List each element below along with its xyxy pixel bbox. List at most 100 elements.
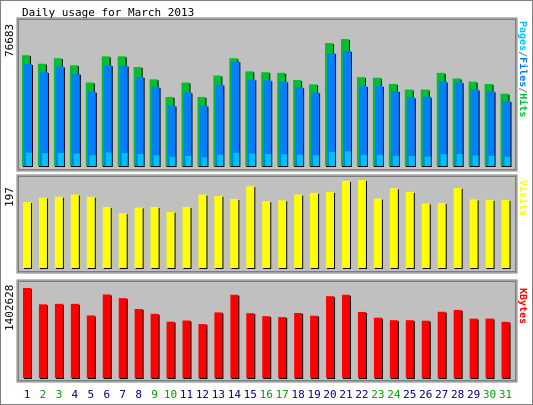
files-label: Files	[517, 57, 529, 87]
files-bar	[422, 96, 431, 166]
day-label: 28	[451, 388, 464, 401]
pages-label: Pages	[517, 21, 528, 51]
files-bar	[327, 53, 336, 167]
visits-bar	[150, 206, 159, 268]
kbytes-bar	[469, 318, 478, 378]
visits-bars	[23, 180, 511, 269]
pages-bar	[201, 157, 208, 166]
day-label: 11	[180, 388, 193, 401]
files-bar	[87, 91, 96, 166]
files-bar	[231, 61, 240, 166]
visits-bar	[214, 195, 223, 268]
pages-bar	[137, 154, 144, 166]
visits-bar	[437, 202, 446, 268]
pages-bar	[281, 154, 288, 166]
files-bar	[343, 50, 351, 167]
visits-bar	[70, 194, 79, 268]
kbytes-bar	[38, 304, 47, 378]
files-bar	[199, 105, 208, 166]
files-bar	[135, 76, 144, 166]
files-bar	[358, 86, 367, 166]
kbytes-bar	[310, 315, 319, 378]
chart-title: Daily usage for March 2013	[22, 6, 194, 19]
pages-bar	[345, 151, 351, 166]
visits-bar	[182, 206, 191, 268]
kbytes-bar	[118, 298, 127, 378]
visits-bar	[485, 199, 494, 268]
visits-bar	[294, 194, 303, 268]
pages-bar	[472, 155, 479, 166]
kbytes-bar	[214, 312, 223, 378]
files-bar	[374, 85, 383, 166]
files-bar	[55, 66, 64, 166]
files-bar	[438, 81, 447, 166]
files-bar	[247, 79, 256, 166]
files-bar	[486, 91, 495, 166]
day-label: 22	[355, 388, 368, 401]
pages-bar	[217, 154, 224, 166]
visits-bar	[310, 192, 319, 268]
pages-bar	[313, 155, 320, 166]
visits-bar	[134, 207, 143, 268]
visits-bar	[230, 199, 239, 268]
day-label: 5	[87, 388, 94, 401]
kbytes-bar	[166, 321, 175, 378]
pages-bar	[73, 153, 80, 166]
files-bar	[295, 87, 304, 166]
day-label: 1	[24, 388, 31, 401]
visits-bar	[421, 203, 430, 268]
kbytes-side-label: KBytes	[517, 288, 528, 324]
visits-bar	[23, 202, 31, 268]
pages-bar	[392, 155, 399, 166]
day-label: 15	[244, 388, 257, 401]
day-label: 25	[403, 388, 416, 401]
pages-bar	[105, 152, 112, 166]
kbytes-bar	[86, 315, 95, 378]
kbytes-bar	[198, 324, 207, 378]
visits-side-label: Visits	[517, 180, 529, 216]
visits-bar	[326, 191, 335, 268]
kbytes-bar	[294, 313, 303, 378]
day-label: 20	[323, 388, 336, 401]
files-bar	[406, 97, 415, 166]
pages-bar	[504, 156, 511, 166]
kbytes-bar	[501, 321, 510, 378]
kbytes-bar	[405, 320, 414, 378]
kbytes-bar	[182, 320, 191, 378]
day-label: 30	[483, 388, 496, 401]
label-separator: /	[517, 51, 528, 57]
pages-bar	[89, 155, 96, 166]
usage-bars	[22, 39, 512, 168]
files-bar	[263, 80, 272, 166]
visits-bar	[102, 206, 111, 268]
day-label: 4	[72, 388, 79, 401]
visits-bar	[501, 199, 510, 268]
files-bar	[311, 92, 320, 166]
files-bar	[119, 65, 128, 166]
files-bar	[103, 65, 112, 166]
pages-bar	[249, 153, 256, 166]
kbytes-bar	[54, 303, 63, 378]
pages-bar	[121, 152, 128, 166]
kbytes-bar	[246, 313, 255, 378]
day-label: 10	[164, 388, 177, 401]
visits-bar	[38, 197, 47, 268]
pages-bar	[440, 154, 447, 166]
files-bar	[215, 84, 224, 166]
pages-bar	[488, 155, 495, 166]
kbytes-bar	[437, 311, 446, 378]
day-label: 6	[103, 388, 110, 401]
day-label: 16	[260, 388, 273, 401]
visits-bar	[54, 196, 63, 268]
kbytes-bar	[150, 313, 159, 378]
files-bar	[167, 105, 176, 166]
kbytes-max-label: 1402628	[3, 285, 16, 331]
kbytes-bar	[23, 288, 31, 378]
day-label: 8	[135, 388, 142, 401]
kbytes-bar	[485, 318, 494, 378]
visits-bar	[357, 180, 366, 268]
pages-bar	[297, 154, 304, 166]
kbytes-bar	[326, 296, 335, 378]
kbytes-bar	[230, 294, 239, 378]
day-label: 7	[119, 388, 126, 401]
